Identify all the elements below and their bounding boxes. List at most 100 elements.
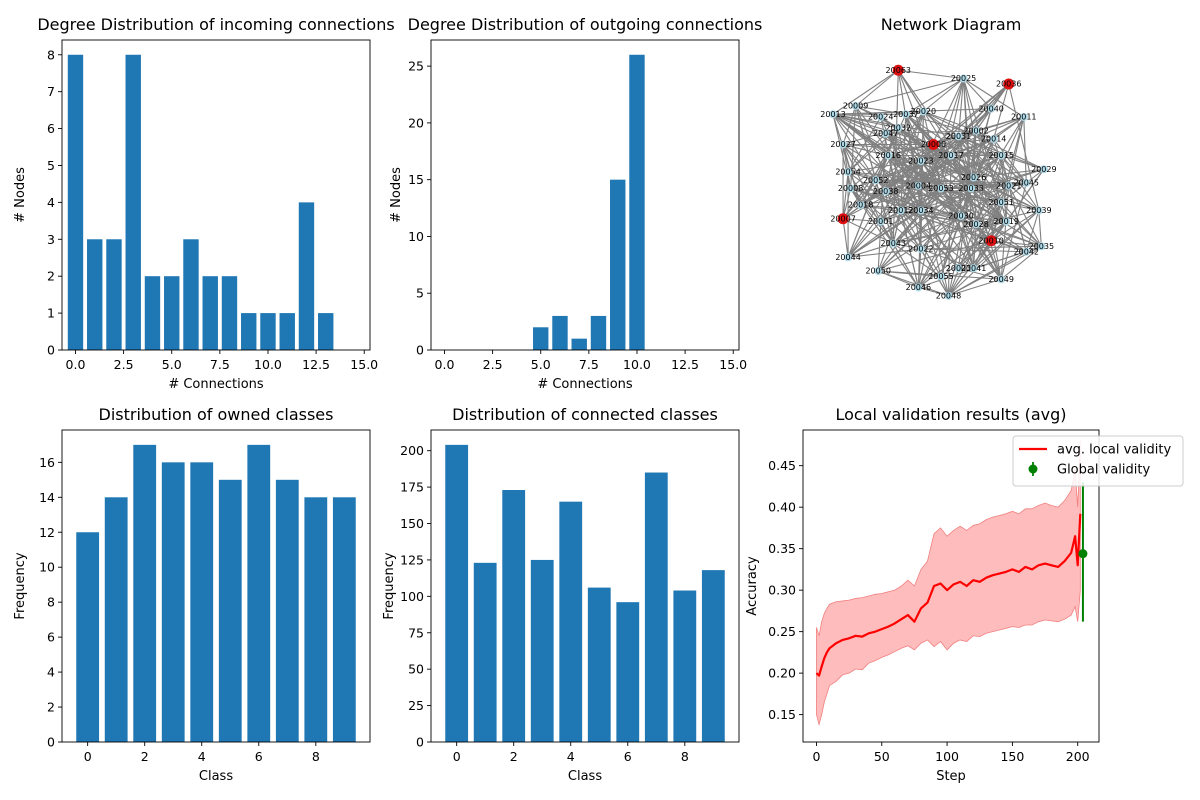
std-band (816, 440, 1081, 727)
edge (877, 210, 902, 272)
x-tick-label: 7.5 (210, 357, 230, 372)
bar (571, 338, 587, 350)
bar (125, 54, 141, 351)
legend: avg. local validity Global validity (1012, 435, 1184, 487)
y-tick-label: 0 (416, 735, 424, 750)
y-axis-label: # Nodes (389, 167, 404, 223)
network-node (954, 132, 963, 141)
edge (920, 160, 974, 179)
x-tick-label: 15.0 (350, 357, 378, 372)
node-label: 20007 (830, 214, 855, 223)
edge (875, 179, 1027, 184)
node-label: 20008 (838, 184, 863, 193)
bar (629, 54, 645, 351)
edge (888, 154, 921, 162)
node-label: 20044 (835, 253, 860, 262)
y-tick-label: 75 (408, 625, 424, 640)
network-node (871, 176, 880, 185)
network-node (876, 113, 885, 121)
panel-validation: Local validation results (avg) 0 50 100 150 2… (745, 405, 1184, 784)
x-tick-label: 6 (255, 749, 263, 764)
edge (920, 248, 949, 297)
node-label: 20052 (863, 176, 888, 185)
network-node (1003, 78, 1015, 90)
edge (923, 78, 964, 112)
node-label: 20027 (830, 140, 855, 149)
x-tick-label: 7.5 (579, 357, 599, 372)
node-label: 20000 (921, 140, 946, 149)
node-label: 20039 (1026, 206, 1051, 215)
edge (933, 138, 994, 146)
network-node (914, 181, 923, 190)
edge (917, 185, 942, 277)
edge (850, 179, 876, 190)
edge (920, 210, 959, 269)
y-tick-label: 25 (408, 59, 424, 74)
network-node (896, 206, 905, 215)
edge (1008, 83, 1040, 211)
bar (445, 444, 469, 742)
edge (971, 185, 1009, 190)
chart-title: Distribution of connected classes (452, 405, 718, 424)
node-label: 20012 (888, 206, 913, 215)
edge (848, 171, 1009, 187)
y-tick-label: 200 (400, 443, 424, 458)
x-tick-label: 10.0 (623, 357, 651, 372)
edge (991, 240, 1042, 247)
edge (900, 210, 974, 269)
network-node (1004, 181, 1013, 190)
y-tick-label: 10 (408, 229, 424, 244)
y-tick-label: 16 (39, 455, 55, 470)
edge (847, 221, 882, 258)
bar (644, 472, 668, 742)
network-node (957, 212, 966, 220)
panel-network: Network Diagram 20063 20025 20036 2000920013… (820, 15, 1056, 300)
y-tick-label: 7 (47, 84, 55, 99)
node-label: 20003 (946, 264, 971, 273)
edge (958, 221, 1007, 269)
edge (973, 168, 1044, 179)
node-label: 20030 (948, 212, 973, 221)
edge (920, 209, 977, 225)
x-tick-label: 8 (681, 749, 689, 764)
edge (1001, 154, 1045, 170)
node-label: 20037 (893, 110, 918, 119)
edge (958, 267, 1002, 280)
edge (940, 240, 992, 277)
edge (898, 69, 964, 80)
edge (875, 154, 952, 181)
y-tick-label: 2 (47, 700, 55, 715)
edge (1038, 210, 1042, 247)
network-node (969, 173, 978, 182)
network-node (881, 187, 890, 196)
network-node (989, 135, 998, 143)
edge (847, 188, 942, 258)
edge (893, 209, 1039, 245)
node-label: 20032 (886, 124, 911, 133)
edge (893, 215, 962, 245)
edge (940, 187, 1002, 203)
edge (920, 160, 1007, 222)
y-tick-label: 0 (47, 343, 55, 358)
axes-frame (430, 429, 740, 743)
node-label: 20025 (951, 74, 976, 83)
node-label: 20047 (873, 129, 898, 138)
edge (855, 105, 975, 269)
network-node (967, 184, 976, 193)
x-tick-label: 50 (874, 749, 890, 764)
network-node (874, 267, 883, 275)
edge (920, 248, 1027, 253)
network-node (1022, 179, 1031, 187)
chart-title: Distribution of owned classes (99, 405, 334, 424)
bar (533, 327, 549, 350)
edge (993, 83, 1010, 140)
node-label: 20049 (988, 275, 1013, 284)
x-tick-label: 0 (84, 749, 92, 764)
node-label: 20028 (963, 220, 988, 229)
edge (893, 242, 921, 250)
edge (832, 113, 881, 118)
network-node (856, 201, 865, 209)
edge (948, 251, 1027, 297)
bar (530, 559, 554, 742)
node-label: 20023 (908, 157, 933, 166)
